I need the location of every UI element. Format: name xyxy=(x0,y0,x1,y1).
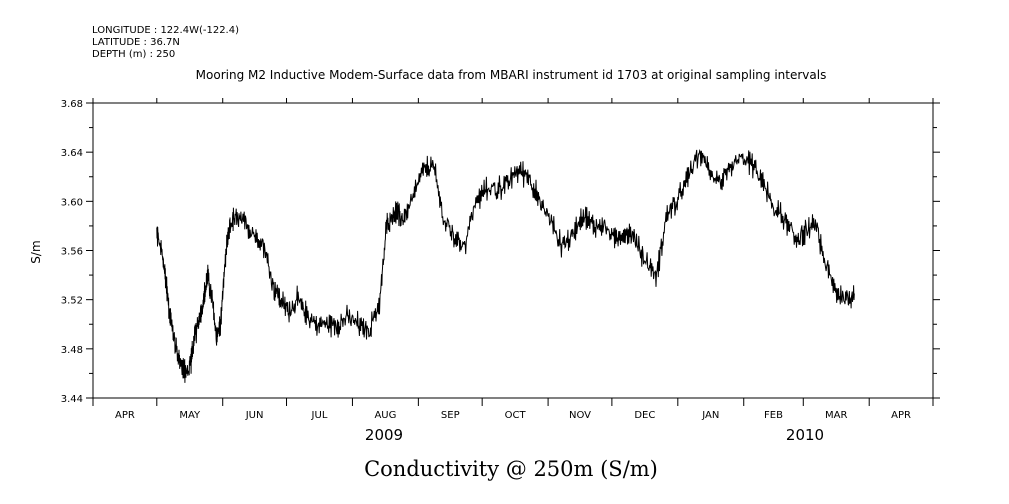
y-tick-label: 3.64 xyxy=(61,148,83,159)
x-month-label: MAR xyxy=(825,410,847,421)
latitude-label: LATITUDE : 36.7N xyxy=(92,37,180,48)
x-month-label: DEC xyxy=(634,410,655,421)
y-tick-label: 3.52 xyxy=(61,296,83,307)
y-tick-label: 3.56 xyxy=(61,247,83,258)
y-tick-label: 3.48 xyxy=(61,345,83,356)
x-month-label: FEB xyxy=(764,410,783,421)
x-month-label: AUG xyxy=(374,410,396,421)
series-line-conductivity xyxy=(156,149,855,383)
y-axis-label: S/m xyxy=(29,240,43,263)
series-group xyxy=(156,149,855,383)
x-month-label: NOV xyxy=(569,410,591,421)
x-axis-title: Conductivity @ 250m (S/m) xyxy=(364,457,658,481)
y-tick-label: 3.68 xyxy=(61,99,83,110)
depth-label: DEPTH (m) : 250 xyxy=(92,49,176,60)
x-month-label: OCT xyxy=(505,410,527,421)
x-month-label: JUL xyxy=(311,410,328,421)
y-tick-label: 3.44 xyxy=(61,394,83,405)
plot-frame xyxy=(92,102,934,399)
x-month-label: JUN xyxy=(245,410,264,421)
x-axis: APR MAY JUN JUL AUG SEP OCT NOV DEC JAN FEB MAR APR 2… xyxy=(92,98,934,444)
y-axis: 3.44 3.48 3.52 3.56 3.60 3.64 3.68 xyxy=(61,99,940,405)
x-year-label: 2010 xyxy=(786,426,824,444)
x-month-label: SEP xyxy=(441,410,460,421)
x-month-label: APR xyxy=(115,410,135,421)
y-tick-label: 3.60 xyxy=(61,197,83,208)
chart-title: Mooring M2 Inductive Modem-Surface data … xyxy=(196,68,827,82)
x-month-label: APR xyxy=(891,410,911,421)
x-month-label: JAN xyxy=(701,410,719,421)
longitude-label: LONGITUDE : 122.4W(-122.4) xyxy=(92,25,239,36)
x-year-label: 2009 xyxy=(365,426,403,444)
x-month-label: MAY xyxy=(179,410,201,421)
